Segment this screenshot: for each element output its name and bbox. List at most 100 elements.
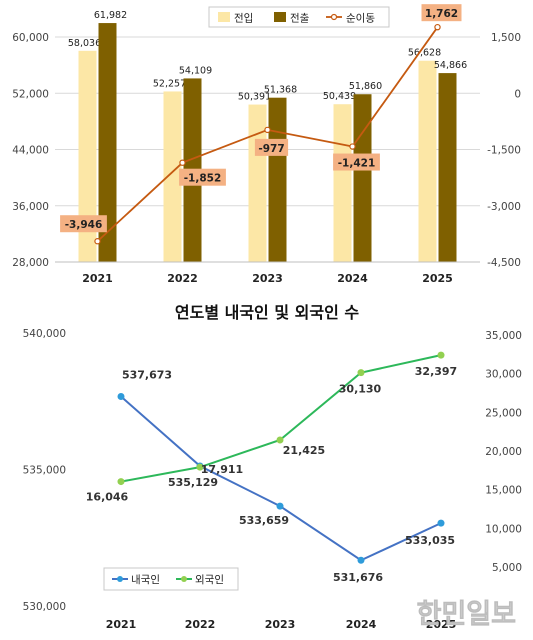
bar-value-label: 61,982 [94,10,127,21]
net-label-box [254,138,289,156]
domestic-point [437,519,445,527]
domestic-value-label: 537,673 [122,369,172,382]
legend-swatch-out [274,12,286,22]
left-tick-label: 60,000 [12,32,49,44]
net-label-box [179,168,226,186]
net-label-box [421,4,462,22]
left-tick-label: 44,000 [12,145,49,157]
net-value-label: -977 [258,143,284,155]
x-tick-label: 2022 [167,272,198,285]
bottom-chart-legend: 내국인 외국인 [103,567,239,591]
right-tick-label: -3,000 [487,201,521,213]
bottom-line-chart: 연도별 내국인 및 외국인 수 540,000 535,000 530,000 35… [0,290,533,640]
left-tick-label: 540,000 [23,328,66,340]
net-value-label: -1,852 [184,173,222,185]
foreign-point [357,369,365,377]
top-combo-chart: 60,000 52,000 44,000 36,000 28,000 1,500 0 -1,… [0,0,533,290]
domestic-value-label: 531,676 [333,571,383,584]
bar-value-label: 56,628 [408,48,441,59]
foreign-value-label: 21,425 [283,444,325,457]
bar-in [163,91,182,263]
right-tick-label: 10,000 [485,523,522,535]
right-tick-label: 20,000 [485,446,522,458]
net-point [264,126,271,134]
left-tick-label: 36,000 [12,201,49,213]
foreign-value-label: 16,046 [86,491,129,504]
bar-in [248,104,267,262]
x-tick-label: 2023 [252,272,283,285]
left-tick-label: 28,000 [12,257,49,269]
right-tick-label: -1,500 [487,145,521,157]
bar-value-label: 51,860 [349,81,382,92]
legend-box [208,6,390,28]
foreign-point [276,436,284,444]
x-tick-label: 2024 [346,618,377,631]
foreign-point [196,463,204,471]
x-tick-label: 2021 [106,618,137,631]
right-tick-label: 1,500 [491,32,521,44]
bar-value-label: 50,439 [323,91,356,102]
bar-value-label: 50,391 [238,92,271,103]
right-tick-label: 25,000 [485,407,522,419]
net-point [94,238,101,245]
bottom-left-y-axis: 540,000 535,000 530,000 [23,328,66,613]
domestic-point [357,556,365,564]
domestic-value-label: 535,129 [168,476,218,489]
top-right-y-axis: 1,500 0 -1,500 -3,000 -4,500 [487,32,521,269]
right-tick-label: -4,500 [487,257,521,269]
bar-out [268,97,287,262]
legend-marker-net [330,13,338,21]
net-point [349,143,356,150]
x-tick-label: 2025 [426,618,457,631]
domestic-point [117,393,125,401]
bar-value-label: 51,368 [264,85,297,96]
foreign-value-label: 17,911 [201,463,243,476]
legend-label-foreign: 외국인 [195,574,224,586]
right-tick-label: 30,000 [485,369,522,381]
foreign-point [117,478,125,486]
top-chart-net-line: -3,946 -1,852 -977 -1,421 1,762 [60,4,462,245]
bottom-chart-lines: 537,673 535,129 533,659 531,676 533,035 16,04… [86,351,457,584]
domestic-value-label: 533,659 [239,514,289,527]
bar-value-label: 54,866 [434,60,467,71]
bottom-x-axis: 2021 2022 2023 2024 2025 [106,618,457,631]
foreign-point [437,351,445,359]
x-tick-label: 2025 [422,272,453,285]
bar-in [418,60,437,262]
legend-label-domestic: 내국인 [131,574,160,586]
foreign-value-label: 30,130 [339,383,382,396]
legend-box-bottom [103,567,239,591]
left-tick-label: 52,000 [12,88,49,100]
bottom-right-y-axis: 35,000 30,000 25,000 20,000 15,000 10,000 5,00… [485,330,522,574]
x-tick-label: 2022 [185,618,216,631]
left-tick-label: 535,000 [23,465,66,477]
net-value-label: -3,946 [65,219,103,231]
bar-out [438,73,457,262]
net-point [434,23,441,31]
watermark-logo: 한민일보 [417,599,516,630]
bar-value-label: 58,036 [68,38,101,49]
net-value-label: -1,421 [338,158,376,170]
top-left-y-axis: 60,000 52,000 44,000 36,000 28,000 [12,32,49,269]
foreign-value-label: 32,397 [415,365,457,378]
net-label-box [60,215,107,233]
net-label-box [333,153,380,171]
right-tick-label: 5,000 [492,562,522,574]
top-x-axis: 2021 2022 2023 2024 2025 [55,261,480,285]
legend-marker-foreign [181,576,187,582]
x-tick-label: 2024 [337,272,368,285]
x-tick-label: 2021 [82,272,113,285]
domestic-value-label: 533,035 [405,534,455,547]
domestic-point [276,502,284,510]
bottom-chart-title: 연도별 내국인 및 외국인 수 [175,303,359,322]
bar-in [333,104,352,262]
bar-value-label: 54,109 [179,65,212,76]
right-tick-label: 15,000 [485,485,522,497]
legend-label-net: 순이동 [346,13,375,25]
legend-label-in: 전입 [234,12,253,25]
legend-swatch-in [218,12,230,22]
left-tick-label: 530,000 [23,601,66,613]
bar-in [78,50,97,263]
legend-marker-domestic [117,576,123,582]
x-tick-label: 2023 [265,618,296,631]
